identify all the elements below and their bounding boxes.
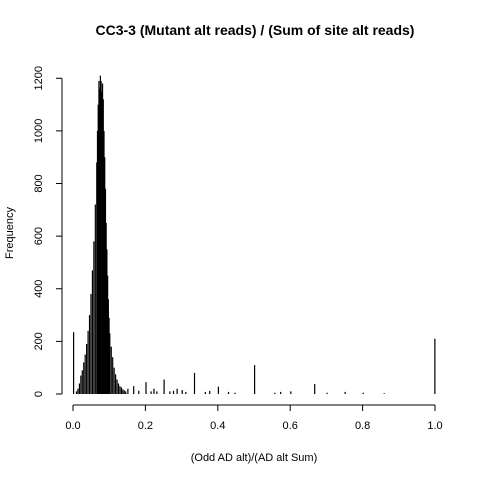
histogram-bar xyxy=(193,372,196,394)
x-tick-label: 0.0 xyxy=(65,420,80,432)
histogram-bar xyxy=(104,157,106,394)
histogram-bar xyxy=(105,222,107,394)
histogram-bar xyxy=(98,80,100,395)
histogram-bar xyxy=(120,387,122,394)
histogram-bar xyxy=(114,374,117,394)
histogram-bar xyxy=(116,379,118,394)
histogram-bar xyxy=(96,162,98,394)
x-axis-label: (Odd AD alt)/(AD alt Sum) xyxy=(191,452,318,464)
histogram-bar xyxy=(254,365,256,394)
x-axis: 0.0 0.2 0.4 0.6 0.8 1.0 xyxy=(65,404,443,432)
histogram-bar xyxy=(117,383,120,394)
histogram-bar xyxy=(150,391,152,394)
histogram-bar xyxy=(107,299,109,394)
histogram-bar xyxy=(90,294,92,394)
histogram-bar xyxy=(103,130,105,394)
histogram-bar xyxy=(274,392,276,394)
y-tick-label: 1200 xyxy=(33,66,45,90)
histogram-bar xyxy=(99,75,101,394)
chart-title: CC3-3 (Mutant alt reads) / (Sum of site … xyxy=(96,22,415,38)
y-tick-label: 0 xyxy=(33,391,45,397)
histogram-bar xyxy=(93,241,95,394)
histogram-bar xyxy=(138,390,140,394)
histogram-bar xyxy=(73,332,75,394)
histogram-bar xyxy=(88,315,91,394)
histogram-bar xyxy=(81,370,83,394)
histogram-bar xyxy=(96,130,99,394)
x-tick-label: 0.6 xyxy=(283,420,298,432)
x-tick-label: 0.8 xyxy=(355,420,370,432)
histogram-bar xyxy=(172,390,175,394)
histogram-bar xyxy=(344,391,346,394)
histogram-bar xyxy=(101,91,103,394)
histogram-bar xyxy=(145,382,147,394)
y-axis: 0 200 400 600 800 1000 1200 xyxy=(33,66,63,397)
histogram-bar xyxy=(434,338,436,394)
histogram-bar xyxy=(86,344,88,394)
histogram-bar xyxy=(109,333,111,394)
histogram-bar xyxy=(156,391,158,394)
histogram-bar xyxy=(75,391,78,394)
histogram-bar xyxy=(280,391,282,394)
histogram-bar xyxy=(80,375,82,394)
y-tick-label: 400 xyxy=(33,280,45,298)
histogram-bar xyxy=(119,386,121,394)
histogram-bar xyxy=(107,275,109,394)
histogram-bar xyxy=(110,346,112,394)
histogram-bar xyxy=(102,99,104,395)
histogram-bar xyxy=(112,357,114,394)
histogram-bar xyxy=(153,388,155,394)
histogram-bar xyxy=(290,391,292,394)
histogram-bar xyxy=(113,367,115,394)
histogram-bar xyxy=(84,354,86,394)
histogram-bar xyxy=(123,390,125,394)
plot-area xyxy=(73,75,436,395)
histogram-bar xyxy=(99,88,101,394)
histogram-bar xyxy=(97,104,99,395)
histogram-bar xyxy=(91,270,94,394)
histogram-bar xyxy=(169,391,171,394)
histogram-bar xyxy=(314,384,316,394)
y-tick-label: 1000 xyxy=(33,119,45,143)
histogram-bar xyxy=(125,391,127,394)
histogram-bar xyxy=(326,392,328,394)
histogram-bar xyxy=(122,389,124,394)
histogram-bar xyxy=(234,392,236,394)
histogram-bar xyxy=(163,379,165,394)
histogram-bar xyxy=(209,390,211,394)
histogram-bar xyxy=(362,392,364,394)
histogram-bar xyxy=(78,383,80,394)
histogram-bar xyxy=(185,391,187,394)
histogram-bar xyxy=(181,390,183,394)
histogram-bar xyxy=(204,391,206,394)
histogram-bar xyxy=(217,386,219,394)
histogram-bar xyxy=(87,330,89,394)
histogram-bar xyxy=(106,249,108,394)
histogram-bar xyxy=(133,386,135,394)
x-tick-label: 0.2 xyxy=(138,420,153,432)
histogram-bar xyxy=(108,317,110,394)
histogram-bar xyxy=(383,393,385,394)
histogram-bar xyxy=(94,204,96,394)
histogram-bar xyxy=(176,388,178,394)
histogram-bar xyxy=(77,388,79,394)
histogram-bar xyxy=(127,388,129,394)
y-axis-label: Frequency xyxy=(4,207,16,259)
y-tick-label: 600 xyxy=(33,227,45,245)
y-tick-label: 200 xyxy=(33,332,45,350)
histogram-bar xyxy=(101,83,104,394)
y-tick-label: 800 xyxy=(33,174,45,192)
x-tick-label: 0.4 xyxy=(210,420,225,432)
histogram-bar xyxy=(100,80,102,395)
histogram-bar xyxy=(227,391,230,394)
histogram-bar xyxy=(104,188,107,394)
histogram-bar xyxy=(83,362,85,394)
x-tick-label: 1.0 xyxy=(427,420,442,432)
